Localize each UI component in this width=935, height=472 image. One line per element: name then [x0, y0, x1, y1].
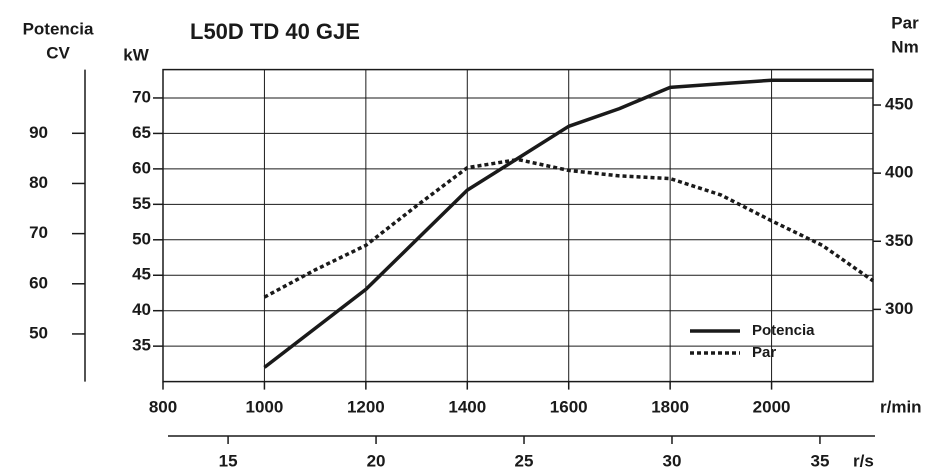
rs-tick-label: 20 [367, 451, 386, 470]
x-tick-label: 1200 [347, 397, 385, 416]
rs-axis-label: r/s [853, 451, 874, 470]
y2-tick-label: 400 [885, 163, 913, 182]
y2-axis-label: Par [891, 13, 919, 32]
cv-axis-label: Potencia [23, 19, 94, 38]
x-tick-label: 800 [149, 397, 177, 416]
cv-axis-label: CV [46, 43, 70, 62]
y-tick-label: 50 [132, 229, 151, 248]
rs-tick-label: 25 [515, 451, 534, 470]
legend-label: Par [752, 344, 776, 361]
y-tick-label: 40 [132, 300, 151, 319]
cv-tick-label: 80 [29, 173, 48, 192]
series-line [263, 78, 873, 369]
y-tick-label: 60 [132, 158, 151, 177]
y2-tick-label: 450 [885, 95, 913, 114]
x-tick-label: 1400 [448, 397, 486, 416]
x-axis-label: r/min [880, 397, 922, 416]
x-tick-label: 1000 [246, 397, 284, 416]
rs-tick-label: 15 [219, 451, 238, 470]
y2-axis-label: Nm [891, 37, 918, 56]
series-line [263, 157, 875, 299]
y-tick-label: 65 [132, 123, 151, 142]
rs-tick-label: 35 [810, 451, 829, 470]
x-tick-label: 1800 [651, 397, 689, 416]
y-tick-label: 35 [132, 336, 151, 355]
x-tick-label: 2000 [753, 397, 791, 416]
cv-tick-label: 60 [29, 273, 48, 292]
y-tick-label: 55 [132, 194, 151, 213]
cv-tick-label: 50 [29, 323, 48, 342]
y2-tick-label: 300 [885, 299, 913, 318]
y-tick-label: 70 [132, 87, 151, 106]
y-tick-label: 45 [132, 265, 151, 284]
y2-tick-label: 350 [885, 231, 913, 250]
x-tick-label: 1600 [550, 397, 588, 416]
legend-label: Potencia [752, 322, 815, 339]
rs-tick-label: 30 [663, 451, 682, 470]
chart-title: L50D TD 40 GJE [190, 19, 360, 44]
cv-tick-label: 90 [29, 123, 48, 142]
y-axis-label: kW [123, 45, 149, 64]
cv-tick-label: 70 [29, 223, 48, 242]
